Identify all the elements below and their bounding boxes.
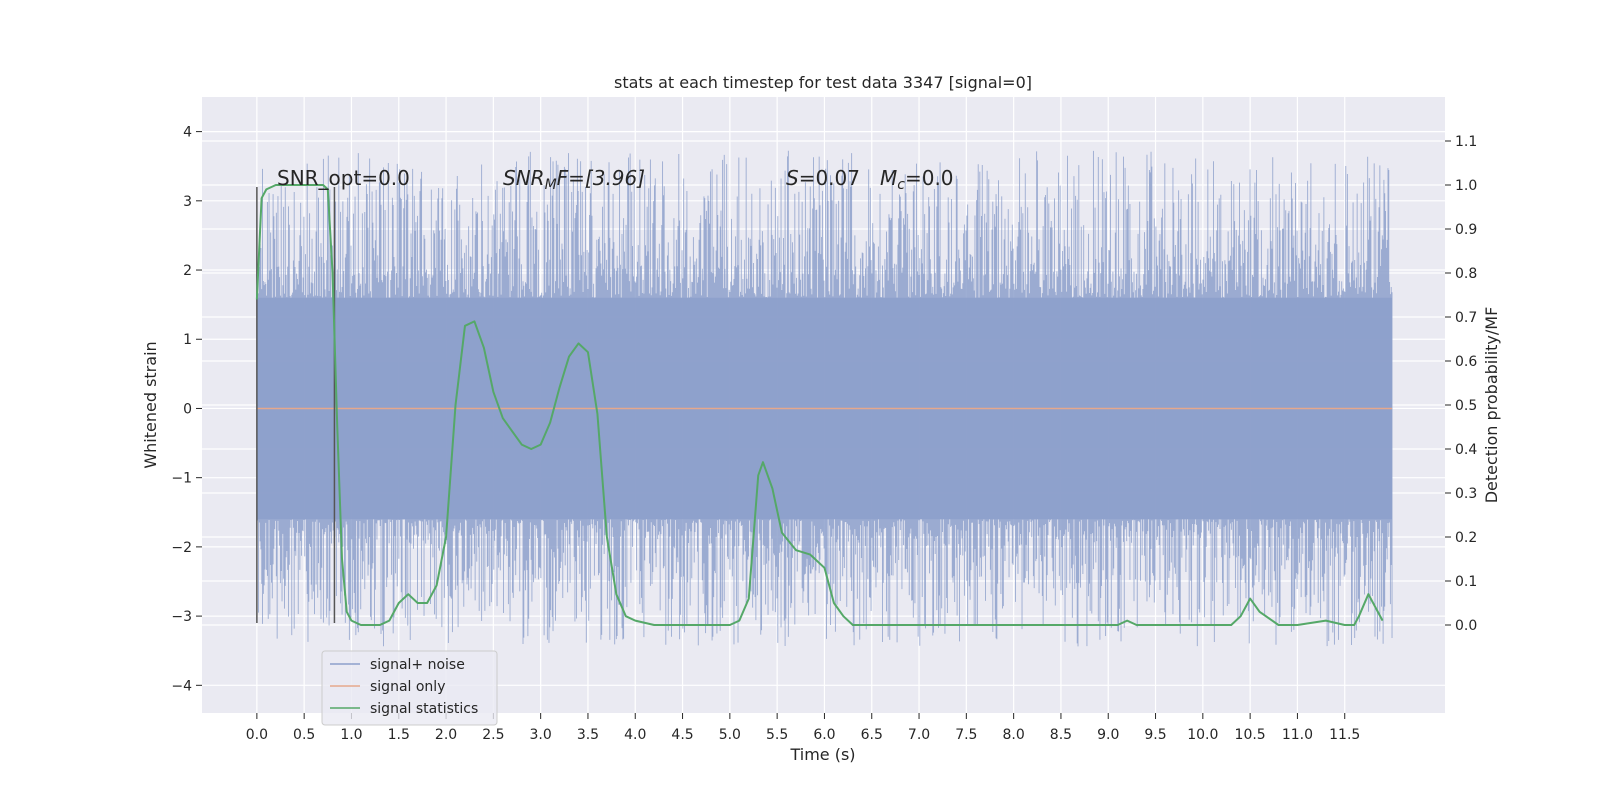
legend-label-signal-statistics: signal statistics [370, 701, 478, 717]
x-tick-label: 6.0 [813, 727, 835, 743]
line-layer [255, 184, 1393, 626]
axes: 0.0 0.5 1.0 1.5 2.0 2.5 3.0 3.5 4.0 4.5 5.0 5.5 6.0 6… [171, 125, 1477, 743]
x-tick-label: 9.0 [1097, 727, 1119, 743]
y-tick-label-right: 0.5 [1455, 398, 1477, 414]
x-tick-label: 8.5 [1050, 727, 1072, 743]
legend: signal+ noise signal only signal statist… [321, 650, 498, 726]
y-tick-label-right: 0.6 [1455, 354, 1477, 370]
x-tick-label: 10.5 [1235, 727, 1266, 743]
y-tick-label-right: 0.4 [1455, 442, 1477, 458]
legend-label-signal-noise: signal+ noise [370, 657, 465, 673]
x-tick-label: 6.5 [861, 727, 883, 743]
x-tick-label: 10.0 [1187, 727, 1218, 743]
chart-title: stats at each timestep for test data 334… [614, 73, 1032, 92]
y-tick-label-left: −1 [171, 471, 192, 487]
x-tick-label: 11.5 [1329, 727, 1360, 743]
y-tick-label-right: 0.0 [1455, 618, 1477, 634]
x-tick-label: 5.5 [766, 727, 788, 743]
y-tick-label-right: 0.8 [1455, 266, 1477, 282]
y-tick-label-left: 0 [183, 401, 192, 417]
y-axis-label-left: Whitened strain [141, 341, 160, 468]
x-axis-label: Time (s) [789, 745, 855, 764]
annotation-s: S=0.07 [786, 166, 860, 190]
x-tick-label: 11.0 [1282, 727, 1313, 743]
y-tick-label-left: −3 [171, 609, 192, 625]
y-tick-label-right: 0.1 [1455, 574, 1477, 590]
y-tick-label-left: 3 [183, 194, 192, 210]
y-tick-label-left: 2 [183, 263, 192, 279]
x-tick-label: 0.5 [293, 727, 315, 743]
x-tick-label: 7.5 [955, 727, 977, 743]
y-tick-label-right: 0.2 [1455, 530, 1477, 546]
y-tick-label-left: 1 [183, 332, 192, 348]
legend-box [321, 650, 498, 726]
x-tick-label: 5.0 [719, 727, 741, 743]
y-axis-label-right: Detection probability/MF [1482, 307, 1501, 504]
x-tick-label: 1.0 [340, 727, 362, 743]
x-tick-label: 4.5 [671, 727, 693, 743]
y-tick-label-left: −2 [171, 540, 192, 556]
x-tick-label: 2.5 [482, 727, 504, 743]
y-tick-label-right: 0.9 [1455, 222, 1477, 238]
y-tick-label-right: 1.1 [1455, 134, 1477, 150]
series-signal-statistics [255, 184, 1384, 626]
y-tick-label-right: 1.0 [1455, 178, 1477, 194]
y-tick-label-left: −4 [171, 678, 192, 694]
annotation-mc: Mc=0.0 [880, 166, 954, 193]
x-tick-label: 2.0 [435, 727, 457, 743]
y-tick-label-left: 4 [183, 125, 192, 141]
annotation-snr-mf: SNRMF=[3.96] [503, 166, 645, 193]
y-tick-label-right: 0.3 [1455, 486, 1477, 502]
x-tick-label: 0.0 [246, 727, 268, 743]
legend-label-signal-only: signal only [370, 679, 445, 695]
x-tick-label: 7.0 [908, 727, 930, 743]
x-tick-label: 9.5 [1144, 727, 1166, 743]
x-tick-label: 4.0 [624, 727, 646, 743]
x-tick-label: 3.0 [530, 727, 552, 743]
x-tick-label: 3.5 [577, 727, 599, 743]
x-tick-label: 8.0 [1003, 727, 1025, 743]
x-tick-label: 1.5 [388, 727, 410, 743]
annotation-snr-opt: SNR_opt=0.0 [277, 166, 410, 190]
y-tick-label-right: 0.7 [1455, 310, 1477, 326]
